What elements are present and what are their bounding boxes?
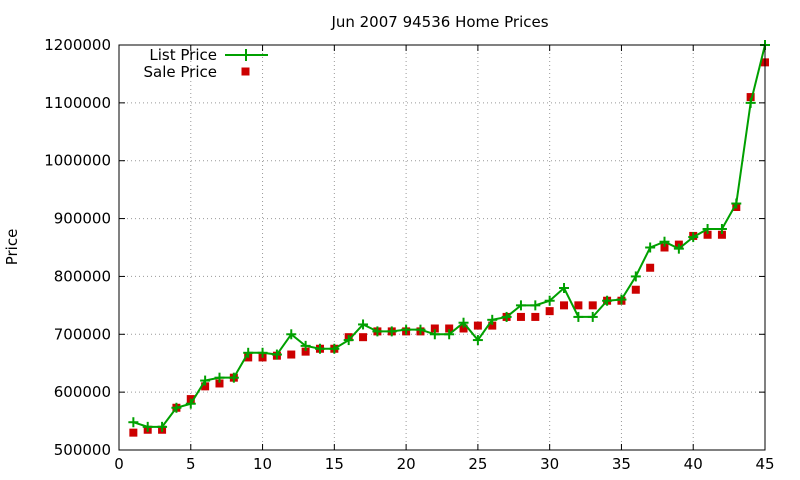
list-price-point [200,375,211,386]
list-price-point [185,398,196,409]
list-price-point [257,347,268,358]
sale-price-point [201,382,210,391]
list-price-point [544,295,555,306]
sale-price-point [359,333,368,342]
list-price-point [372,326,383,337]
y-tick-label: 1000000 [44,152,111,170]
sale-price-point [459,324,468,333]
list-price-point [358,319,369,330]
y-tick-label: 1200000 [44,36,111,54]
legend-label-list-price: List Price [149,46,217,64]
list-price-point [587,311,598,322]
sale-price-point [531,312,540,321]
list-price-point [142,421,153,432]
legend: List Price Sale Price [144,46,268,81]
list-price-point [645,242,656,253]
list-price-point [659,236,670,247]
list-price-point [602,295,613,306]
sale-price-point [717,230,726,239]
list-price-point [616,294,627,305]
list-price-point [501,311,512,322]
x-tick-label: 35 [612,455,631,473]
sale-price-point [646,263,655,272]
legend-marker-sale-price [241,67,250,76]
axis-ticks: 500000 600000 700000 800000 900000 1000000 110… [44,36,774,473]
list-price-point [515,300,526,311]
list-price-point [559,283,570,293]
list-price-point [128,417,139,428]
y-tick-label: 1100000 [44,94,111,112]
sale-price-point [445,324,454,333]
legend-marker-list-price [240,49,252,61]
sale-price-point [746,93,755,102]
sale-price-point [287,350,296,359]
plot-border [118,44,766,451]
list-price-point [716,223,727,234]
sale-price-point [430,324,439,333]
sale-price-point [473,321,482,330]
legend-label-sale-price: Sale Price [144,63,217,81]
sale-price-point [560,301,569,310]
x-tick-label: 5 [186,455,196,473]
list-price-point [401,324,412,335]
list-price-point [530,300,541,311]
sale-price-point [516,312,525,321]
sale-price-point [574,301,583,310]
sale-price-point [631,285,640,294]
list-price-point [271,349,282,360]
list-price-point [472,335,483,346]
x-tick-label: 10 [253,455,272,473]
sale-price-point [488,321,497,330]
y-tick-label: 900000 [54,210,111,228]
sale-price-point [703,230,712,239]
y-tick-label: 500000 [54,441,111,459]
list-price-point [444,329,455,340]
sale-price-point [301,347,310,356]
list-price-line [133,44,766,428]
list-price-point [157,421,168,432]
sale-price-point [660,243,669,252]
list-price-point [731,198,742,209]
x-tick-label: 25 [468,455,487,473]
list-price-point [688,232,699,243]
list-price-point [429,329,440,340]
list-price-point [458,317,469,328]
list-price-point [573,311,584,322]
y-tick-label: 700000 [54,325,111,343]
sale-price-point [588,301,597,310]
list-price-point [286,329,297,340]
list-price-point [314,343,325,354]
list-price-point [745,97,756,108]
x-tick-label: 45 [755,455,774,473]
list-price-point [702,223,713,234]
x-tick-label: 15 [325,455,344,473]
list-price-point [415,324,426,335]
list-price-point [386,326,397,337]
y-axis-label: Price [3,229,21,266]
x-tick-label: 0 [114,455,124,473]
x-tick-label: 20 [397,455,416,473]
x-tick-label: 40 [684,455,703,473]
x-tick-label: 30 [540,455,559,473]
list-price-point [228,372,239,383]
sale-price-point [215,379,224,388]
chart-title: Jun 2007 94536 Home Prices [330,13,548,31]
list-price-point [673,243,684,254]
list-price-point [329,343,340,354]
list-price-point [243,347,254,358]
list-price-point [630,271,641,282]
series-layer [128,40,770,437]
list-price-point [300,340,311,351]
sale-price-point [129,428,138,437]
list-price-point [214,372,225,383]
y-tick-label: 800000 [54,267,111,285]
list-price-point [343,335,354,346]
y-tick-label: 600000 [54,383,111,401]
sale-price-point [545,307,554,316]
list-price-point [171,402,182,413]
list-price-point [487,314,498,325]
